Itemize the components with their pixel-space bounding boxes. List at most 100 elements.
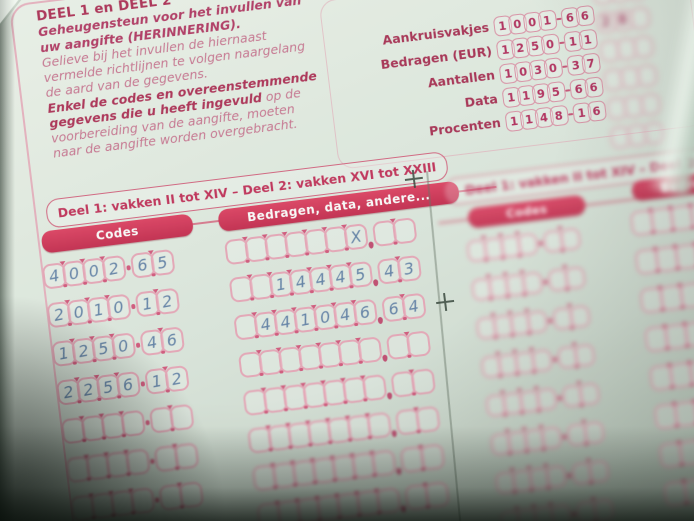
value-row bbox=[662, 465, 694, 508]
stray-bubble bbox=[624, 0, 648, 2]
decimal-group bbox=[385, 330, 431, 361]
handwritten-digit: 5 bbox=[353, 264, 367, 285]
value-chain bbox=[648, 354, 694, 392]
code-bubble bbox=[587, 458, 610, 484]
value-chain bbox=[237, 336, 383, 379]
stray-bubble bbox=[628, 6, 651, 31]
decimal-group bbox=[403, 481, 450, 512]
handwritten-digit: 1 bbox=[273, 274, 288, 295]
value-chain bbox=[652, 393, 694, 431]
handwritten-digit: 1 bbox=[56, 343, 71, 364]
stray-bubble bbox=[638, 92, 662, 117]
printed-code-digit: 6 bbox=[583, 75, 604, 98]
stray-code-row bbox=[598, 34, 655, 64]
handwritten-digit: 3 bbox=[401, 258, 416, 279]
value-row bbox=[652, 387, 694, 431]
code-row bbox=[498, 496, 615, 521]
registration-cross-icon bbox=[404, 169, 424, 189]
stray-code-row bbox=[601, 63, 658, 93]
value-chain bbox=[638, 277, 694, 315]
code-bubble bbox=[577, 381, 601, 406]
value-chain bbox=[251, 449, 397, 492]
code-bubble bbox=[582, 420, 605, 445]
decimal-group bbox=[389, 368, 436, 399]
handwritten-digit: 0 bbox=[67, 263, 81, 284]
stray-bubble bbox=[635, 63, 658, 88]
printed-code-digit: 6 bbox=[574, 4, 595, 27]
handwritten-digit: 5 bbox=[155, 252, 170, 273]
value-chain bbox=[643, 316, 694, 353]
handwritten-digit: 4 bbox=[293, 271, 308, 293]
handwritten-digit: 0 bbox=[71, 301, 86, 323]
handwritten-digit: 5 bbox=[101, 376, 115, 398]
code-bubble bbox=[572, 342, 596, 368]
value-chain bbox=[657, 432, 694, 469]
printed-code-digit: 7 bbox=[580, 51, 601, 75]
handwritten-digit: 4 bbox=[406, 296, 421, 317]
code-bubble bbox=[563, 265, 586, 290]
code-bubble bbox=[558, 226, 582, 251]
right-codes-column bbox=[465, 225, 618, 521]
stray-bubble bbox=[631, 34, 655, 60]
code-row bbox=[60, 403, 195, 445]
handwritten-digit: 0 bbox=[111, 297, 126, 318]
handwritten-digit: 4 bbox=[258, 314, 273, 335]
value-row bbox=[638, 271, 694, 315]
code-row bbox=[479, 342, 596, 380]
handwritten-digit: 1 bbox=[149, 370, 164, 392]
handwritten-digit: 4 bbox=[338, 304, 352, 326]
handwritten-digit: X bbox=[348, 226, 363, 248]
handwritten-digit: 6 bbox=[386, 298, 401, 320]
handwritten-digit: 6 bbox=[121, 374, 135, 396]
handwritten-digit: 4 bbox=[145, 332, 159, 353]
handwritten-digit: 1 bbox=[298, 309, 313, 330]
right-values-column bbox=[629, 194, 694, 508]
code-row bbox=[465, 225, 582, 263]
handwritten-digit: 1 bbox=[140, 293, 154, 315]
code-row bbox=[484, 380, 601, 418]
value-chain bbox=[662, 471, 694, 508]
handwritten-digit: 4 bbox=[47, 265, 61, 287]
value-row bbox=[657, 426, 694, 469]
handwritten-digit: 1 bbox=[91, 299, 106, 321]
right-section: Deel 1: vakken II tot XIV – Deel 2: vakk… bbox=[433, 124, 694, 521]
handwritten-digit: 4 bbox=[313, 269, 328, 290]
value-chain bbox=[242, 373, 387, 417]
handwritten-digit: 5 bbox=[96, 338, 111, 359]
decimal-group bbox=[394, 405, 441, 436]
handwritten-digit: 2 bbox=[160, 291, 174, 312]
printed-code-digit: 6 bbox=[586, 99, 607, 122]
handwritten-digit: 2 bbox=[76, 340, 91, 362]
stray-code-row bbox=[590, 0, 648, 6]
handwritten-digit: 4 bbox=[278, 311, 293, 333]
value-row bbox=[648, 348, 694, 392]
handwritten-digit: 6 bbox=[164, 329, 179, 351]
handwritten-digit: 2 bbox=[81, 379, 95, 400]
handwritten-digit: 4 bbox=[333, 266, 348, 288]
value-row bbox=[643, 310, 694, 353]
decimal-group bbox=[399, 443, 445, 474]
decimal-group bbox=[371, 217, 418, 248]
printed-code-digit: 1 bbox=[577, 28, 598, 51]
value-row bbox=[633, 232, 694, 276]
handwritten-digit: 0 bbox=[116, 335, 130, 357]
handwritten-digit: 6 bbox=[357, 302, 372, 323]
handwritten-digit: 4 bbox=[382, 260, 396, 282]
value-chain bbox=[246, 411, 392, 454]
handwritten-digit: 6 bbox=[135, 254, 150, 276]
handwritten-digit: 2 bbox=[61, 381, 76, 403]
handwritten-digit: 2 bbox=[169, 368, 184, 390]
stray-bubble bbox=[590, 0, 614, 6]
stray-code-row bbox=[605, 92, 662, 121]
